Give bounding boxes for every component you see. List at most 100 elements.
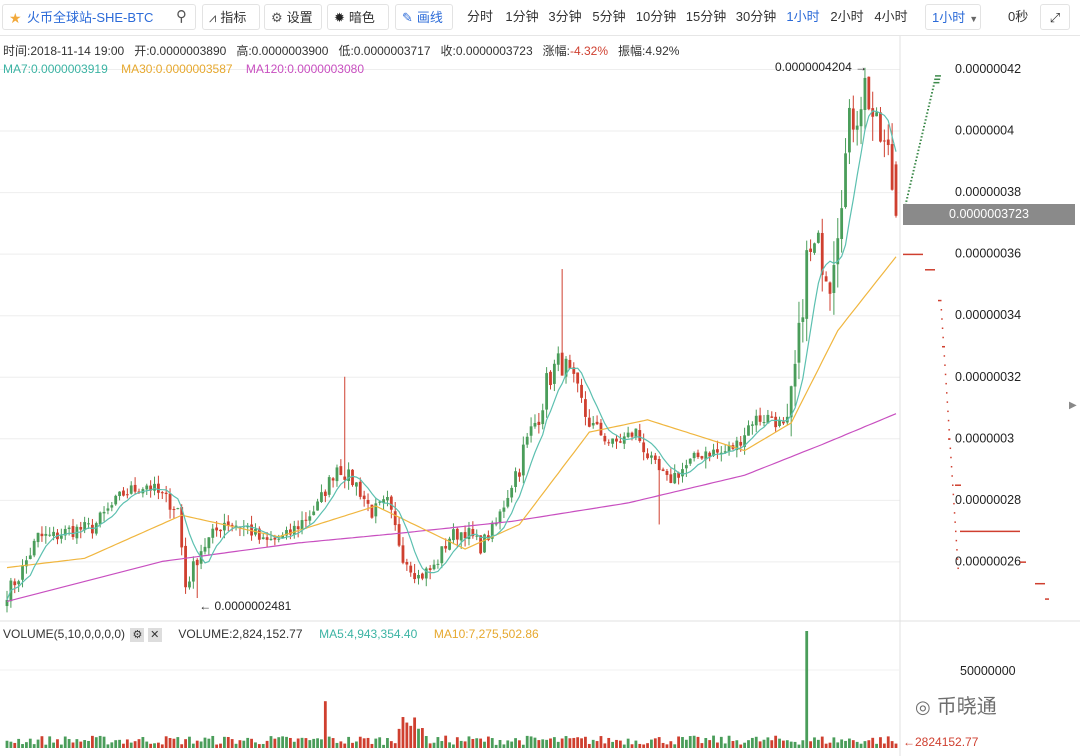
candle-body-193 (754, 415, 758, 426)
candle-body-24 (98, 512, 102, 525)
candle-body-152 (595, 421, 599, 425)
interval-8[interactable]: 2小时 (830, 9, 864, 24)
candle-body-29 (118, 491, 121, 497)
candle-body-12 (52, 531, 55, 536)
volume-bar-95 (374, 738, 378, 748)
candle-body-179 (700, 456, 704, 459)
candle-body-221 (863, 77, 867, 110)
depth-sell-dot-4 (942, 336, 944, 339)
candle-body-197 (770, 416, 774, 418)
volume-bar-153 (599, 736, 603, 748)
candle-body-38 (153, 483, 156, 491)
candle-body-138 (541, 410, 545, 425)
interval-0[interactable]: 分时 (466, 9, 493, 24)
interval-9[interactable]: 4小时 (874, 9, 908, 24)
volume-bar-211 (824, 743, 828, 748)
volume-bar-150 (587, 743, 591, 748)
info-change-label: 涨幅: (542, 44, 570, 58)
interval-6[interactable]: 30分钟 (735, 9, 777, 24)
interval-3[interactable]: 5分钟 (592, 9, 626, 24)
volume-bar-126 (494, 744, 498, 748)
depth-sell-dot-9 (945, 382, 947, 385)
price-tick-label-6: 0.00000038 (955, 185, 1021, 199)
candle-body-119 (467, 528, 471, 540)
timer: 0秒 (1008, 9, 1029, 24)
depth-buy-3 (932, 85, 935, 87)
volume-bar-55 (219, 743, 222, 748)
depth-buy-29 (911, 173, 914, 175)
min-price-marker: ← 0.0000002481 (199, 599, 291, 613)
candle-body-97 (382, 499, 385, 503)
volume-bar-133 (521, 744, 525, 748)
volume-bar-23 (94, 737, 98, 748)
volume-bar-10 (44, 744, 48, 748)
candle-body-206 (805, 250, 809, 319)
depth-buy-36 (906, 197, 909, 199)
indicators-button[interactable]: ⩘ 指标 (202, 4, 260, 30)
theme-button[interactable]: ✹ 暗色 (327, 4, 389, 30)
candle-body-195 (762, 422, 766, 424)
volume-settings-icon[interactable]: ⚙ (130, 628, 145, 642)
volume-bar-62 (246, 737, 250, 748)
candle-body-151 (591, 422, 595, 426)
volume-bar-205 (801, 740, 805, 748)
search-icon[interactable]: ⚲ (176, 8, 187, 25)
interval-5[interactable]: 15分钟 (685, 9, 727, 24)
fullscreen-icon[interactable]: ⤢ (1040, 4, 1070, 30)
candle-body-183 (716, 449, 719, 453)
candle-body-63 (250, 524, 253, 536)
star-icon[interactable]: ★ (9, 10, 22, 26)
candle-body-48 (191, 561, 195, 582)
depth-buy-0 (935, 75, 941, 77)
candle-body-30 (122, 490, 125, 496)
interval-7[interactable]: 1小时 (786, 9, 820, 24)
volume-bar-78 (308, 740, 312, 748)
volume-bar-68 (269, 736, 273, 748)
volume-bar-63 (250, 738, 253, 748)
interval-select[interactable]: 1小时 ▼ (925, 4, 981, 30)
depth-buy-30 (911, 176, 913, 179)
volume-bar-175 (684, 739, 688, 748)
candle-body-7 (32, 540, 36, 556)
volume-bar-87 (343, 743, 347, 748)
candle-body-25 (102, 511, 106, 514)
volume-bar-162 (634, 740, 638, 748)
volume-ma10: MA10:7,275,502.86 (433, 627, 539, 641)
candle-body-224 (875, 112, 878, 117)
candle-body-156 (611, 438, 615, 444)
current-price-label: 0.0000003723 (903, 204, 1075, 225)
draw-button[interactable]: ✎ 画线 (395, 4, 453, 30)
volume-bar-115 (452, 744, 455, 748)
candle-body-68 (269, 538, 273, 541)
volume-bar-158 (618, 740, 622, 748)
expand-arrow-icon[interactable]: ▶ (1069, 400, 1077, 411)
candle-body-182 (712, 449, 715, 456)
volume-bar-104 (409, 725, 413, 748)
candle-body-101 (397, 524, 401, 546)
symbol-selector[interactable]: ★ 火币全球站-SHE-BTC ⚲ (2, 4, 196, 30)
candle-body-107 (420, 573, 424, 579)
sun-icon: ✹ (334, 10, 345, 25)
interval-1[interactable]: 1分钟 (505, 9, 539, 24)
candle-body-15 (63, 528, 67, 536)
candle-body-3 (17, 581, 21, 585)
depth-sell-dot-8 (944, 373, 947, 376)
price-tick-label-1: 0.00000028 (955, 493, 1021, 507)
settings-button[interactable]: ⚙ 设置 (264, 4, 322, 30)
volume-bar-12 (52, 742, 55, 748)
volume-bar-144 (564, 736, 568, 748)
depth-sell-8 (1035, 582, 1045, 585)
chart-canvas[interactable]: 0.00000026 0.00000028 0.0000003 0.00000032 0… (0, 36, 1080, 756)
interval-2[interactable]: 3分钟 (548, 9, 582, 24)
volume-bar-184 (719, 736, 723, 748)
candle-body-84 (331, 478, 335, 481)
candle-body-21 (87, 523, 90, 525)
volume-bar-219 (855, 741, 859, 748)
theme-label: 暗色 (348, 10, 375, 25)
volume-bar-151 (591, 739, 595, 748)
volume-close-icon[interactable]: ✕ (147, 628, 162, 642)
candle-body-171 (669, 474, 673, 483)
interval-4[interactable]: 10分钟 (635, 9, 677, 24)
depth-sell-dot-23 (953, 512, 956, 514)
watermark: ◎ 币晓通 (915, 690, 997, 719)
